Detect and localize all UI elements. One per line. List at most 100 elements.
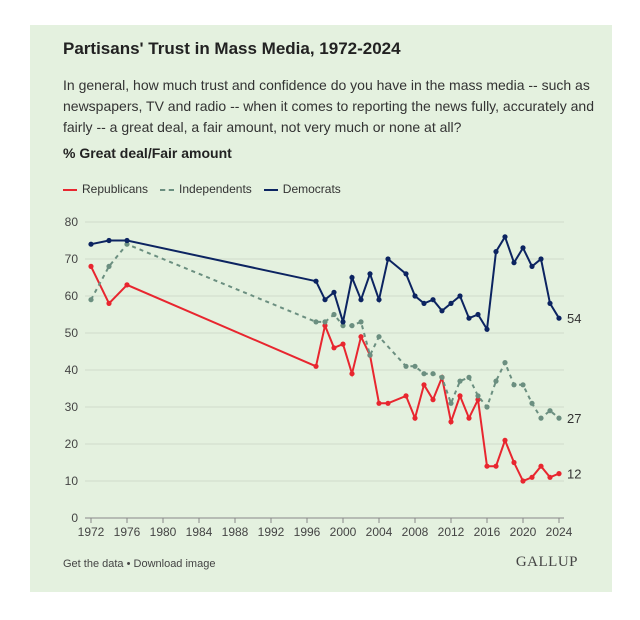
y-tick-label: 60 xyxy=(65,289,79,303)
democrats-point xyxy=(457,293,463,299)
republicans-point xyxy=(538,463,544,469)
independents-point xyxy=(349,323,355,329)
independents-point xyxy=(457,378,463,384)
independents-point xyxy=(313,319,319,325)
gallup-logo: GALLUP xyxy=(515,554,578,570)
republicans-point xyxy=(331,345,337,351)
republicans-point xyxy=(340,341,346,347)
republicans-point xyxy=(466,415,472,421)
legend-item-independents: Independents xyxy=(160,182,252,196)
y-tick-label: 40 xyxy=(65,363,79,377)
republicans-point xyxy=(547,474,553,480)
democrats-point xyxy=(385,256,391,262)
independents-point xyxy=(430,371,436,377)
republicans-point xyxy=(106,300,112,306)
independents-point xyxy=(520,382,526,388)
democrats-point xyxy=(421,300,427,306)
independents-point xyxy=(88,297,94,303)
x-tick-label: 1980 xyxy=(150,525,177,539)
republicans-point xyxy=(88,263,94,269)
independents-point xyxy=(556,415,562,421)
chart-card: Partisans' Trust in Mass Media, 1972-202… xyxy=(30,25,612,592)
democrats-point xyxy=(412,293,418,299)
legend: Republicans Independents Democrats xyxy=(63,182,341,196)
independents-point xyxy=(484,404,490,410)
independents-point xyxy=(412,363,418,369)
democrats-point xyxy=(349,274,355,281)
republicans-point xyxy=(493,463,499,469)
democrats-point xyxy=(376,297,382,303)
republicans-point xyxy=(376,400,382,406)
independents-point xyxy=(376,334,382,340)
independents-point xyxy=(331,311,337,318)
republicans-point xyxy=(358,334,364,340)
independents-point xyxy=(547,408,553,414)
x-tick-label: 2024 xyxy=(546,525,573,539)
x-tick-label: 2016 xyxy=(474,525,501,539)
footer-links[interactable]: Get the data • Download image xyxy=(63,558,216,570)
x-tick-label: 2012 xyxy=(438,525,465,539)
independents-point xyxy=(502,360,508,366)
independents-point xyxy=(403,363,409,369)
republicans-line xyxy=(90,265,560,483)
y-tick-label: 70 xyxy=(65,252,79,266)
y-tick-label: 50 xyxy=(65,326,79,340)
republicans-point xyxy=(385,400,391,406)
republicans-point xyxy=(421,382,427,388)
y-axis-label: % Great deal/Fair amount xyxy=(63,145,232,161)
democrats-point xyxy=(313,278,319,284)
republicans-point xyxy=(502,437,508,443)
democrats-point xyxy=(529,263,535,269)
x-tick-label: 1992 xyxy=(258,525,285,539)
democrats-point xyxy=(88,241,94,247)
democrats-point xyxy=(430,297,436,303)
republicans-point xyxy=(556,471,562,477)
democrats-point xyxy=(556,315,562,321)
x-tick-label: 1996 xyxy=(294,525,321,539)
legend-item-republicans: Republicans xyxy=(63,182,148,196)
y-tick-label: 10 xyxy=(65,474,79,488)
democrats-point xyxy=(547,300,553,306)
republicans-point xyxy=(457,393,463,399)
republicans-point xyxy=(448,419,454,425)
democrats-point xyxy=(475,311,481,318)
democrats-point xyxy=(106,237,112,244)
x-tick-label: 2004 xyxy=(366,525,393,539)
independents-point xyxy=(322,319,328,325)
democrats-point xyxy=(493,249,499,255)
democrats-end-label: 54 xyxy=(567,311,581,326)
independents-point xyxy=(466,374,472,380)
x-tick-label: 1976 xyxy=(114,525,141,539)
republicans-point xyxy=(484,463,490,469)
democrats-point xyxy=(331,289,337,295)
democrats-point xyxy=(439,308,445,314)
legend-item-democrats: Democrats xyxy=(263,182,341,196)
democrats-point xyxy=(484,326,490,332)
independents-point xyxy=(439,374,445,380)
democrats-point xyxy=(403,271,409,277)
independents-point xyxy=(421,371,427,377)
republicans-point xyxy=(412,415,418,421)
republicans-point xyxy=(313,363,319,369)
independents-point xyxy=(358,319,364,325)
democrats-point xyxy=(367,271,373,277)
independents-point xyxy=(124,241,130,247)
x-tick-label: 1988 xyxy=(222,525,249,539)
democrats-point xyxy=(502,234,508,240)
independents-point xyxy=(106,263,112,269)
republicans-point xyxy=(529,474,535,480)
democrats-point xyxy=(358,297,364,303)
republicans-point xyxy=(124,282,130,288)
republicans-point xyxy=(430,397,436,403)
republicans-point xyxy=(511,459,517,466)
y-tick-label: 20 xyxy=(65,437,79,451)
democrats-point xyxy=(340,319,346,325)
republicans-end-label: 12 xyxy=(567,467,581,482)
independents-point xyxy=(493,378,499,384)
democrats-point xyxy=(511,260,517,266)
x-tick-label: 2000 xyxy=(330,525,357,539)
x-tick-label: 1984 xyxy=(186,525,213,539)
republicans-point xyxy=(322,323,328,329)
democrats-point xyxy=(322,297,328,303)
